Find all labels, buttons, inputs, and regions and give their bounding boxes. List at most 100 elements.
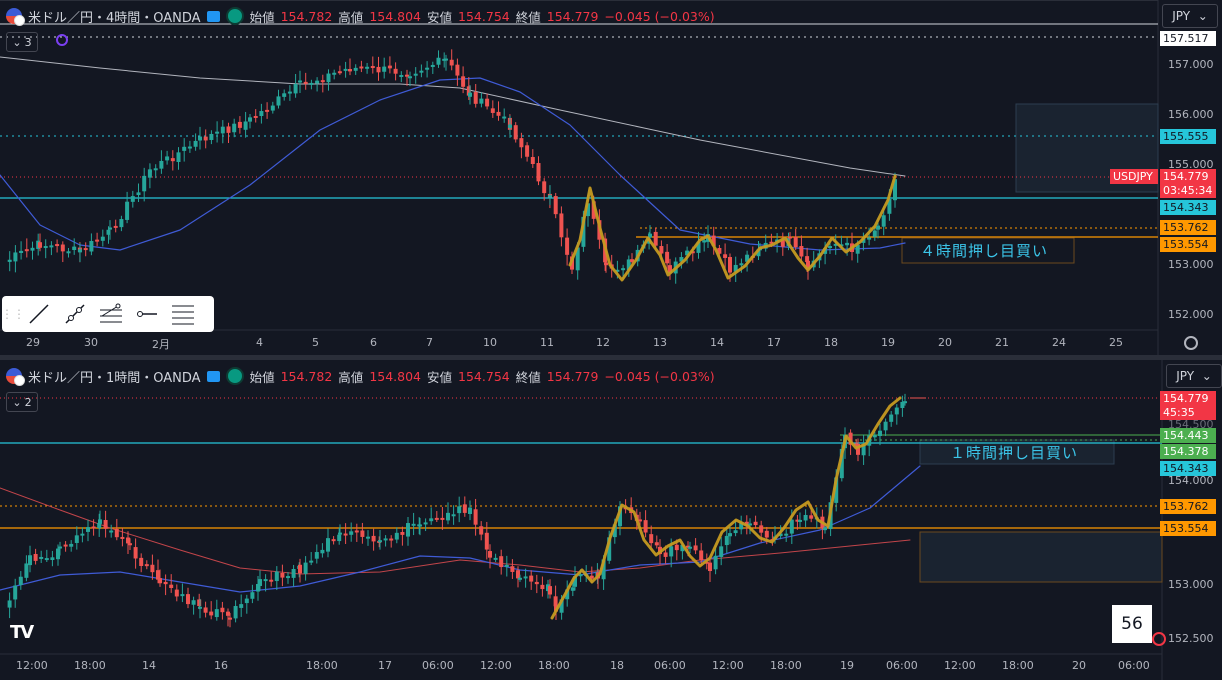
close-label: 終値 [515, 9, 541, 25]
candle-1h-body [516, 570, 520, 579]
candle-1h-body [446, 512, 450, 521]
candle-1h-body [58, 546, 62, 549]
candle-4h-body [165, 156, 170, 161]
candle-1h-body [389, 538, 394, 541]
candle-4h-body [243, 121, 248, 130]
candle-4h-body [259, 111, 264, 117]
candle-4h-body [745, 254, 750, 262]
candle-4h-body [630, 259, 634, 262]
last-price-label: 154.779 [1160, 169, 1216, 184]
candle-1h-body [280, 572, 285, 578]
candle-1h-body [109, 530, 114, 533]
candle-4h-body [89, 240, 94, 252]
settings-gear-icon[interactable] [1184, 336, 1198, 350]
x-tick: 12:00 [944, 659, 976, 672]
symbol-title[interactable]: 米ドル／円・1時間・OANDA [28, 370, 201, 386]
candle-1h-body [423, 522, 428, 525]
currency-select[interactable]: JPY ⌄ [1166, 364, 1222, 388]
candle-4h-body [739, 263, 744, 266]
candle-4h-body [536, 163, 541, 182]
chart-canvas-1h[interactable] [0, 360, 1222, 680]
symbol-marker-icon [206, 10, 220, 22]
candle-1h-body [861, 444, 866, 456]
candle-1h-body [338, 532, 342, 535]
x-tick: 18:00 [538, 659, 570, 672]
candle-1h-body [86, 527, 90, 532]
x-tick: 18 [824, 336, 838, 349]
candle-1h-body [708, 562, 712, 572]
open-value: 154.782 [280, 8, 333, 24]
symbol-title[interactable]: 米ドル／円・4時間・OANDA [28, 10, 201, 26]
candle-4h-body [60, 244, 65, 252]
candle-1h-body [680, 544, 685, 552]
candle-4h-body [502, 116, 507, 119]
annotation-4h[interactable]: ４時間押し目買い [920, 242, 1049, 260]
visibility-icon[interactable] [225, 7, 244, 25]
indicator-count: 2 [24, 395, 32, 409]
candle-4h-body [419, 70, 424, 73]
scroll-to-realtime-icon[interactable] [1152, 632, 1166, 646]
candle-4h-body [728, 257, 732, 273]
pane-divider[interactable] [0, 355, 1222, 360]
tradingview-logo[interactable]: TV [10, 622, 34, 643]
parallel-channel-tool[interactable] [96, 299, 126, 329]
candle-1h-body [872, 435, 877, 438]
x-tick: 19 [840, 659, 854, 672]
candle-1h-body [244, 598, 249, 604]
candle-1h-body [400, 532, 405, 535]
candle-4h-body [733, 264, 738, 272]
candle-4h-body [872, 230, 877, 237]
low-label: 安値 [427, 9, 453, 25]
candle-4h-body [326, 73, 331, 83]
x-tick: 21 [995, 336, 1009, 349]
candle-4h-body [717, 247, 722, 254]
candle-4h-body [793, 236, 798, 248]
indicator-toggle[interactable]: ⌄ 3 [6, 32, 38, 52]
candle-1h-body [198, 606, 202, 609]
candle-1h-body [298, 564, 302, 574]
high-value: 154.804 [369, 8, 422, 24]
ray-tool[interactable] [60, 299, 90, 329]
price-label-153762: 153.762 [1160, 499, 1216, 514]
drag-handle-icon[interactable]: ⋮⋮ [1, 307, 25, 321]
y-tick: 156.000 [1168, 108, 1214, 121]
candle-4h-body [799, 246, 804, 257]
candle-1h-body [778, 533, 783, 537]
visibility-icon[interactable] [225, 367, 244, 385]
indicator-toggle[interactable]: ⌄ 2 [6, 392, 38, 412]
candle-4h-body [604, 262, 608, 266]
candle-1h-body [418, 524, 422, 527]
candle-1h-body [139, 557, 144, 566]
candle-1h-body [343, 533, 348, 536]
annotation-1h[interactable]: １時間押し目買い [950, 444, 1079, 462]
currency-select[interactable]: JPY ⌄ [1162, 4, 1218, 28]
candle-4h-body [723, 254, 728, 258]
trend-line-tool[interactable] [24, 299, 54, 329]
candle-4h-body [788, 236, 792, 239]
candle-1h-body [479, 526, 484, 535]
chevron-down-icon: ⌄ [1201, 369, 1212, 383]
candle-4h-body [867, 237, 872, 240]
chart-pane-1h[interactable]: 米ドル／円・1時間・OANDA 始値 154.782 高値 154.804 安値 15… [0, 360, 1222, 680]
candle-1h-body [523, 576, 528, 579]
candle-1h-body [383, 538, 388, 541]
horizontal-ray-tool[interactable] [132, 299, 162, 329]
candle-1h-body [258, 579, 262, 586]
price-label-154343: 154.343 [1160, 200, 1216, 215]
candle-1h-body [331, 539, 336, 542]
chart-pane-4h[interactable]: 米ドル／円・4時間・OANDA 始値 154.782 高値 154.804 安値 15… [0, 0, 1222, 355]
candle-4h-body [393, 68, 398, 74]
candle-1h-body [903, 401, 907, 404]
candle-1h-body [713, 555, 718, 570]
candle-4h-body [376, 66, 381, 73]
candle-4h-body [756, 249, 761, 257]
candle-1h-body [570, 587, 575, 591]
alert-icon[interactable] [56, 34, 68, 46]
chart-canvas-4h[interactable] [0, 0, 1222, 355]
candle-1h-body [233, 606, 238, 619]
candle-1h-body [203, 607, 208, 613]
fib-retracement-tool[interactable] [168, 299, 198, 329]
candle-1h-body [411, 523, 416, 526]
candle-4h-body [119, 219, 124, 228]
candle-4h-body [215, 131, 220, 134]
